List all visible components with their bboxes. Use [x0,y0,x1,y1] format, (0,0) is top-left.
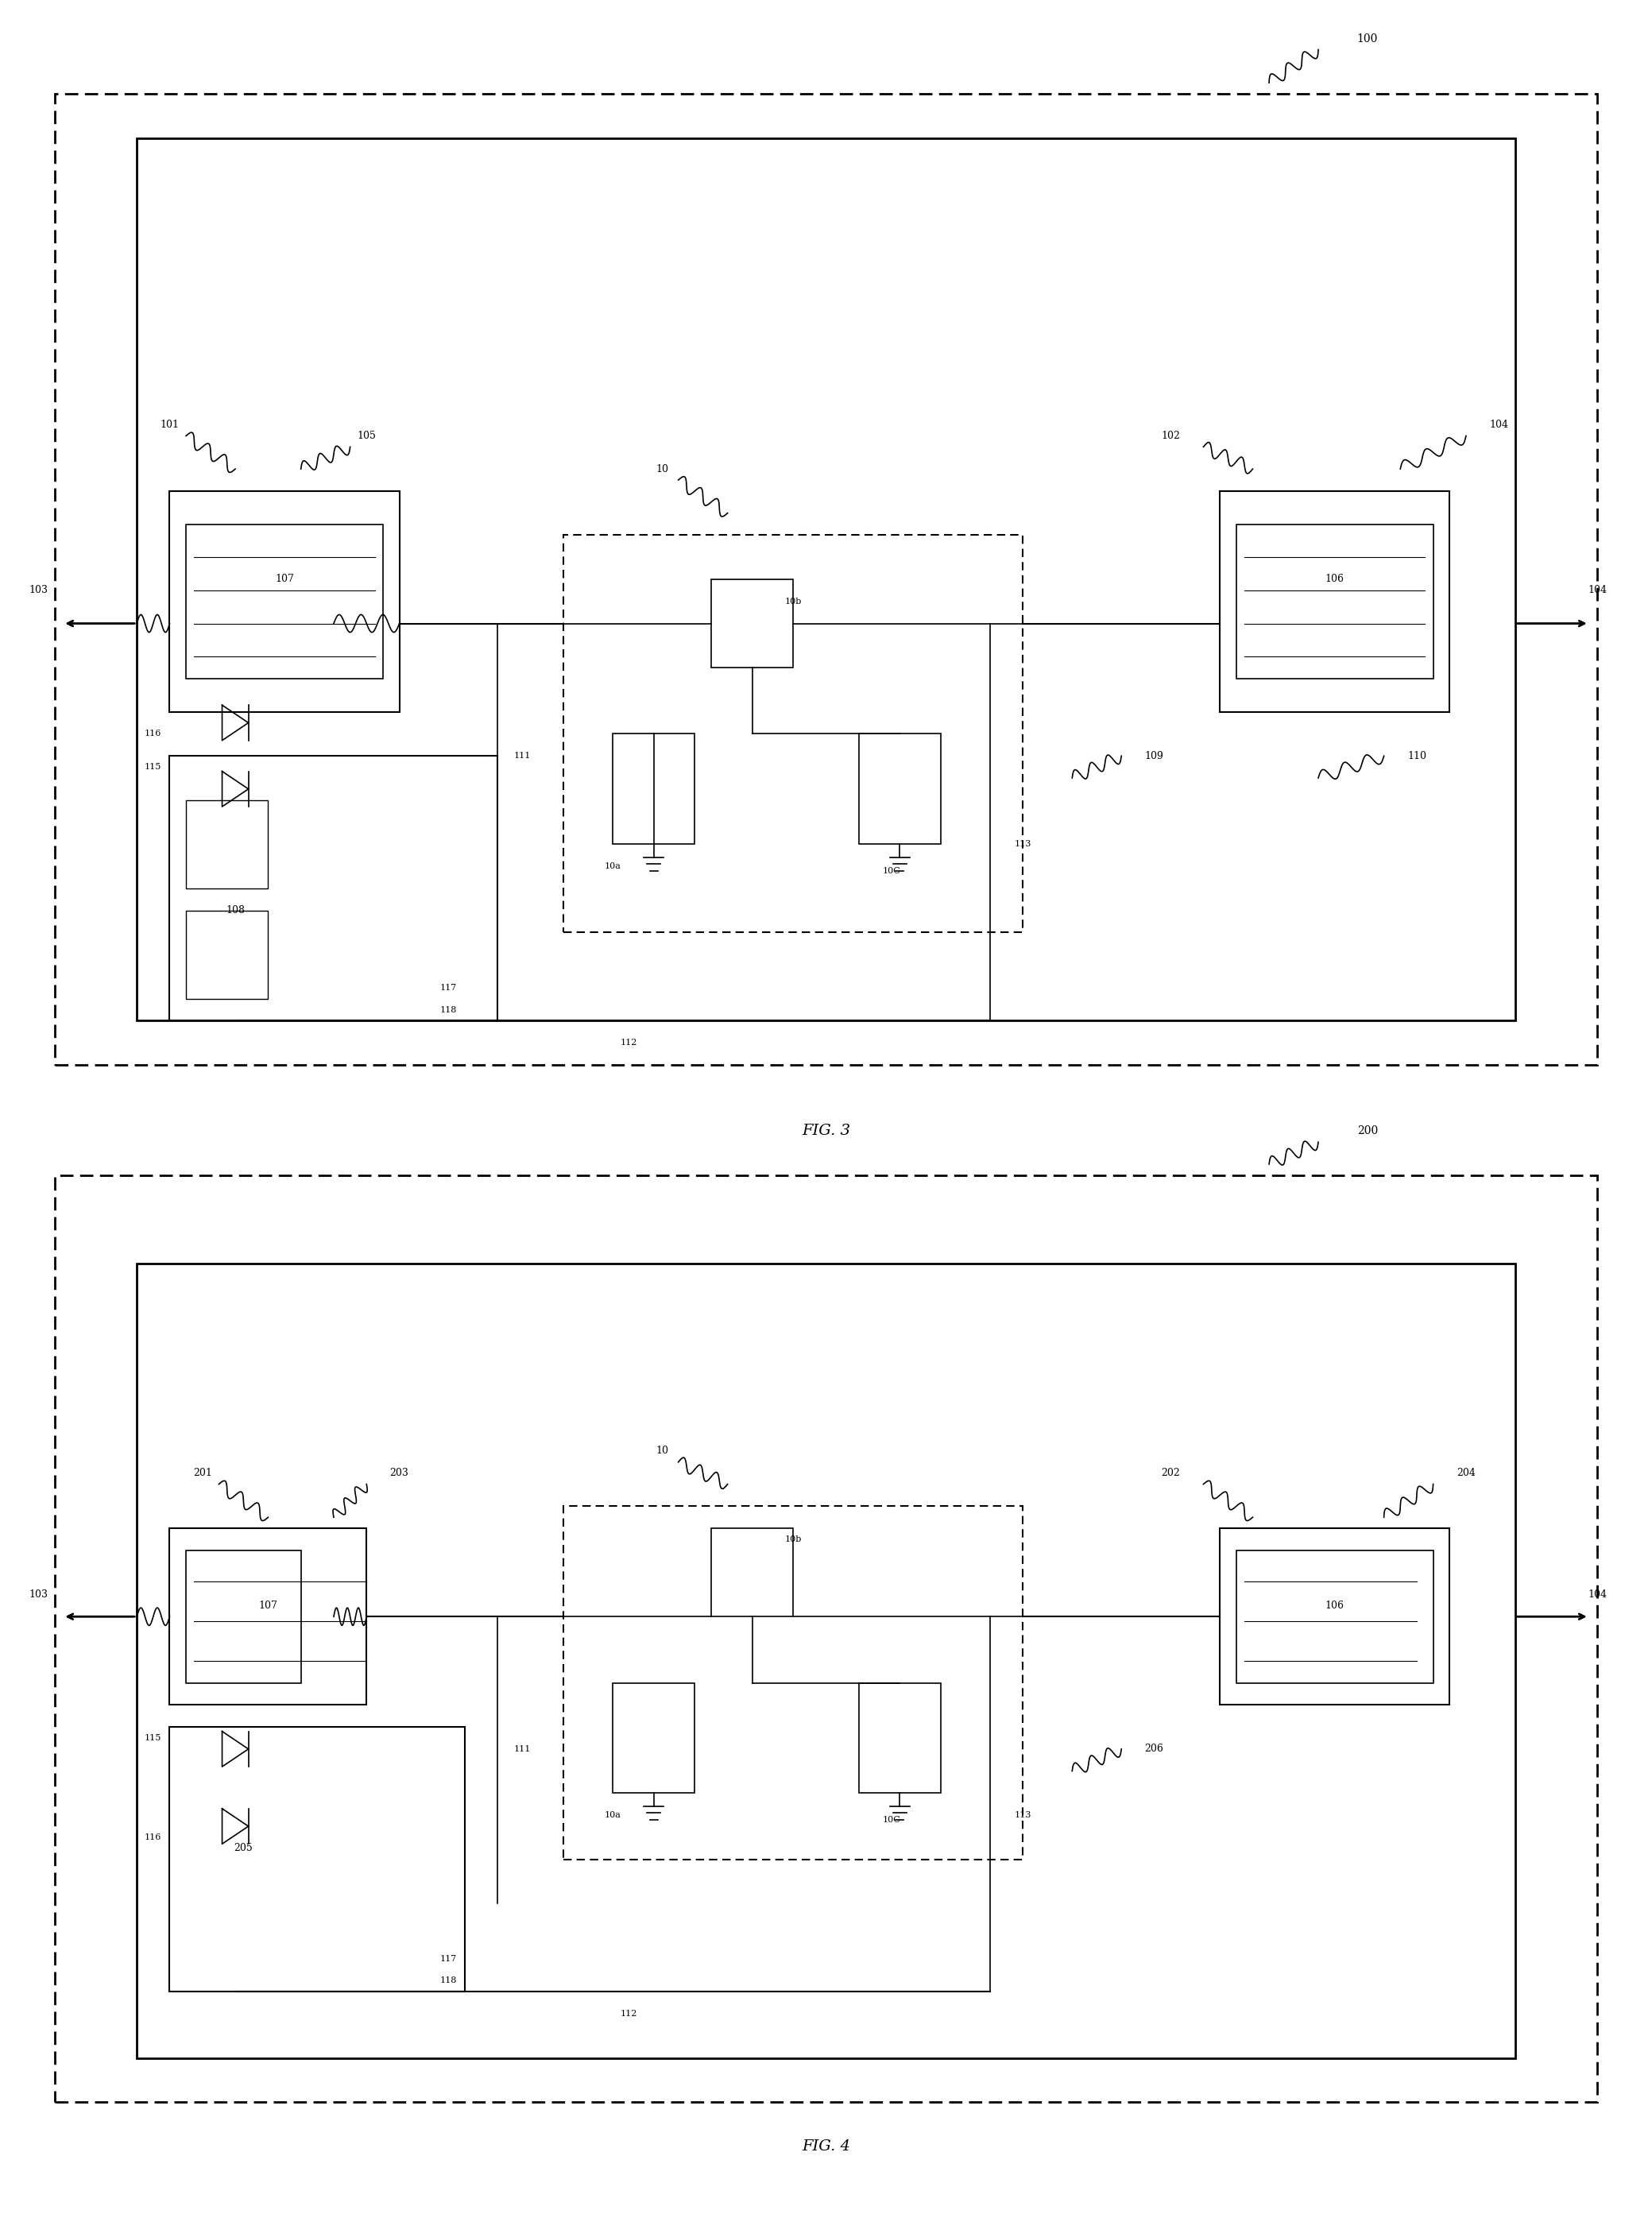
Text: 10: 10 [656,1446,669,1457]
Bar [613,1683,695,1792]
Bar [187,801,268,887]
Text: 10C: 10C [882,1817,900,1823]
Text: 115: 115 [145,763,162,772]
Text: 113: 113 [1014,1812,1031,1819]
Text: 107: 107 [274,574,294,586]
Text: 10C: 10C [882,867,900,874]
Text: 110: 110 [1408,750,1426,761]
Bar [170,756,497,1020]
Text: 204: 204 [1457,1468,1475,1479]
Text: 203: 203 [390,1468,408,1479]
Bar [137,1264,1515,2058]
Text: 10: 10 [656,464,669,475]
Bar [710,1528,793,1617]
Text: 10b: 10b [785,1535,801,1544]
Text: 200: 200 [1356,1125,1378,1136]
Text: 106: 106 [1325,1601,1345,1610]
Text: 206: 206 [1145,1743,1163,1754]
Text: 100: 100 [1356,33,1378,44]
Bar [859,1683,942,1792]
Text: 201: 201 [193,1468,211,1479]
Bar [710,579,793,668]
Text: 112: 112 [621,2010,638,2018]
Text: 104: 104 [1588,586,1607,594]
Text: 109: 109 [1145,750,1163,761]
Text: 113: 113 [1014,841,1031,847]
Bar [170,1728,464,1992]
Text: 102: 102 [1161,430,1180,441]
Text: 104: 104 [1588,1590,1607,1599]
Text: 104: 104 [1488,419,1508,430]
Text: 118: 118 [439,1005,458,1014]
Text: 112: 112 [621,1038,638,1047]
Bar [170,490,400,712]
Text: 111: 111 [514,1746,530,1752]
Text: 115: 115 [145,1734,162,1741]
Text: 105: 105 [357,430,377,441]
Text: 118: 118 [439,1976,458,1985]
Text: 116: 116 [145,730,162,739]
Bar [170,1528,367,1706]
Text: 107: 107 [259,1601,278,1610]
Text: 108: 108 [226,905,244,916]
Text: FIG. 3: FIG. 3 [801,1125,851,1138]
Text: 103: 103 [28,1590,48,1599]
Text: FIG. 4: FIG. 4 [801,2138,851,2154]
Bar [1219,1528,1449,1706]
Bar [187,909,268,998]
Text: 106: 106 [1325,574,1345,586]
Text: 10a: 10a [605,1812,621,1819]
Bar [187,1550,301,1683]
Bar [137,138,1515,1020]
Text: 117: 117 [439,983,458,991]
Text: 101: 101 [160,419,178,430]
Text: 10a: 10a [605,863,621,869]
Text: 103: 103 [28,586,48,594]
Text: 202: 202 [1161,1468,1180,1479]
Text: 205: 205 [235,1843,253,1854]
Bar [1236,1550,1434,1683]
Bar [187,523,383,679]
Text: 116: 116 [145,1834,162,1841]
Text: 10b: 10b [785,597,801,606]
Bar [859,734,942,845]
Text: 117: 117 [439,1954,458,1963]
Bar [613,734,695,845]
Bar [1236,523,1434,679]
Text: 111: 111 [514,752,530,761]
Bar [1219,490,1449,712]
